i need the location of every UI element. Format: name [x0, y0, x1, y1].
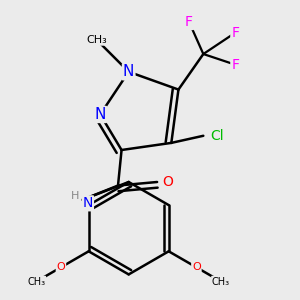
Text: O: O — [57, 262, 65, 272]
Text: O: O — [162, 175, 173, 189]
Text: N: N — [94, 107, 106, 122]
Text: F: F — [231, 58, 239, 72]
Text: H: H — [71, 191, 80, 201]
Text: CH₃: CH₃ — [27, 277, 45, 286]
Text: N: N — [123, 64, 134, 79]
Text: CH₃: CH₃ — [86, 35, 107, 45]
Text: O: O — [192, 262, 201, 272]
Text: CH₃: CH₃ — [212, 277, 230, 286]
Text: N: N — [82, 196, 93, 210]
Text: F: F — [185, 15, 193, 29]
Text: Cl: Cl — [211, 129, 224, 143]
Text: F: F — [231, 26, 239, 40]
